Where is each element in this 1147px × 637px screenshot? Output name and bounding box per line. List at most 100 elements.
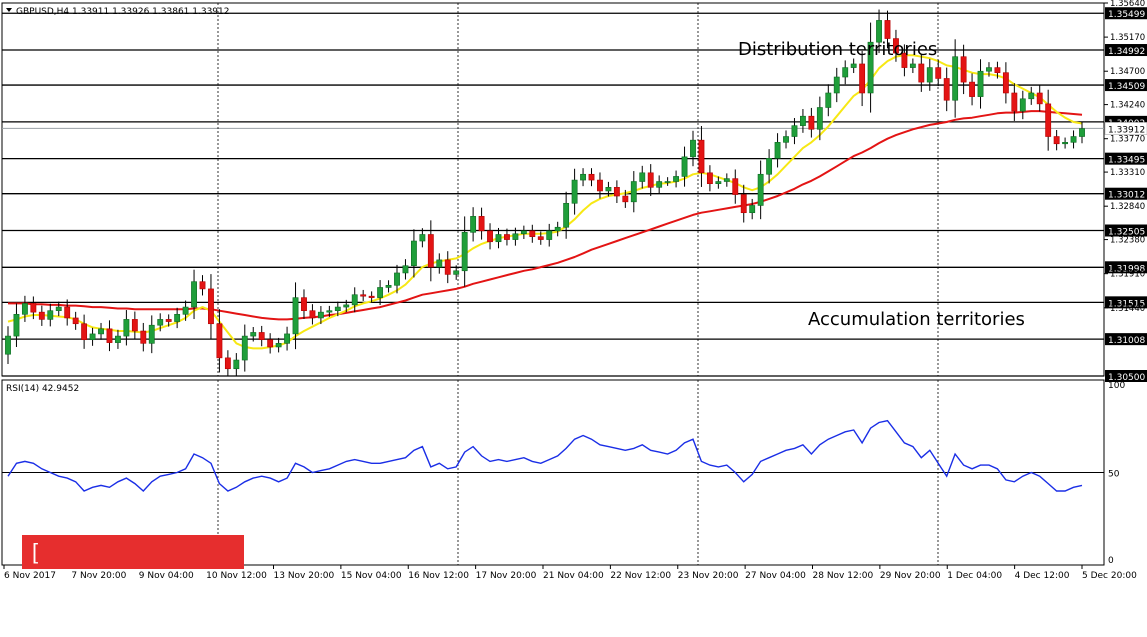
candle-body — [267, 339, 274, 348]
candle-body — [275, 343, 282, 348]
candle-body — [1028, 92, 1035, 100]
current-price-label: 1.33912 — [1108, 125, 1145, 135]
candle-body — [580, 173, 586, 181]
candle-body — [774, 142, 781, 159]
candle-body — [368, 295, 375, 298]
annotation-distribution: Distribution territories — [738, 39, 937, 60]
candle-body — [1036, 92, 1043, 105]
candle-body — [757, 173, 764, 206]
time-tick-label: 4 Dec 12:00 — [1015, 571, 1070, 581]
price-tick-label: 1.35170 — [1110, 33, 1145, 43]
candle-body — [909, 63, 916, 68]
candle-body — [495, 234, 502, 243]
candle-body — [825, 92, 832, 108]
candle-body — [520, 230, 527, 235]
candle-body — [800, 115, 806, 126]
time-tick-label: 28 Nov 12:00 — [813, 571, 874, 581]
candle-body — [766, 157, 773, 175]
candle-body — [850, 63, 857, 68]
candle-body — [723, 178, 730, 182]
candle-body — [334, 306, 341, 311]
candle-body — [893, 38, 899, 54]
rsi-tick-label: 0 — [1108, 556, 1114, 566]
candle-body — [402, 265, 409, 274]
candle-body — [250, 332, 257, 337]
candle-body — [360, 294, 367, 297]
candle-body — [994, 67, 1001, 73]
candle-body — [918, 63, 925, 83]
candle-body — [605, 187, 612, 192]
candle-body — [478, 216, 485, 232]
level-label-bg — [1105, 79, 1147, 92]
level-label: 1.31998 — [1108, 264, 1145, 274]
level-label-bg — [1105, 44, 1147, 57]
candle-body — [1019, 98, 1026, 112]
symbol-header: GBPUSD,H4 1.33911 1.33926 1.33861 1.3391… — [16, 7, 229, 17]
candle-body — [38, 311, 45, 320]
candle-body — [512, 233, 519, 240]
candle-body — [698, 139, 705, 174]
candle-body — [199, 281, 206, 290]
candle-body — [47, 310, 54, 320]
candle-body — [571, 179, 578, 204]
time-tick-label: 22 Nov 12:00 — [610, 571, 671, 581]
candle-body — [597, 179, 603, 192]
header-triangle-icon — [6, 8, 12, 12]
candle-body — [529, 230, 536, 237]
candle-body — [377, 287, 384, 298]
candle-body — [884, 20, 891, 39]
time-tick-label: 17 Nov 20:00 — [476, 571, 537, 581]
price-tick-label: 1.31910 — [1110, 270, 1145, 280]
candle-body — [554, 226, 561, 232]
candle-body — [833, 76, 840, 94]
candle-body — [901, 52, 908, 68]
candle-body — [208, 288, 214, 325]
candle-body — [21, 303, 28, 315]
candle-body — [588, 173, 595, 181]
level-label-bg — [1105, 187, 1147, 200]
candle-body — [732, 178, 739, 195]
candle-body — [292, 297, 299, 335]
time-tick-label: 16 Nov 12:00 — [408, 571, 469, 581]
candle-body — [1011, 92, 1018, 112]
price-tick-label: 1.32840 — [1110, 202, 1145, 212]
level-label-bg — [1105, 333, 1147, 346]
candle-body — [343, 304, 350, 308]
level-label: 1.31008 — [1108, 336, 1145, 346]
level-label: 1.33495 — [1108, 156, 1145, 166]
candle-body — [81, 323, 88, 341]
candle-body — [174, 314, 181, 322]
level-label: 1.33012 — [1108, 191, 1145, 201]
candle-body — [1079, 128, 1085, 137]
candle-body — [1070, 136, 1077, 143]
time-tick-label: 6 Nov 2017 — [4, 571, 56, 581]
candle-body — [284, 333, 290, 344]
candle-body — [30, 303, 37, 313]
candle-body — [969, 81, 975, 97]
candle-body — [664, 181, 671, 183]
candle-body — [563, 202, 570, 228]
candle-body — [309, 310, 316, 319]
candle-body — [13, 314, 20, 337]
time-tick-label: 5 Dec 20:00 — [1082, 571, 1137, 581]
candle-body — [613, 187, 620, 197]
candle-body — [55, 306, 62, 311]
candle-body — [740, 194, 747, 214]
time-tick-label: 23 Nov 20:00 — [678, 571, 739, 581]
candle-body — [537, 236, 544, 240]
candle-body — [647, 172, 654, 188]
current-price-bg — [1104, 122, 1147, 135]
time-tick-label: 15 Nov 04:00 — [341, 571, 402, 581]
rsi-line — [7, 419, 1083, 492]
annotation-accumulation: Accumulation territories — [808, 309, 1025, 330]
chart-area: RSI(14) 42.9452 100 50 0 1.35499 1.34992 1.34… — [1, 0, 1147, 581]
candle-body — [876, 20, 882, 43]
candle-body — [461, 232, 468, 272]
candle-body — [317, 311, 324, 319]
price-tick-label: 1.32380 — [1110, 236, 1145, 246]
candle-body — [123, 319, 130, 337]
rsi-tick-label: 50 — [1108, 470, 1120, 480]
level-label-bg — [1105, 261, 1147, 274]
candle-body — [681, 156, 688, 177]
level-label: 1.34992 — [1108, 47, 1145, 57]
